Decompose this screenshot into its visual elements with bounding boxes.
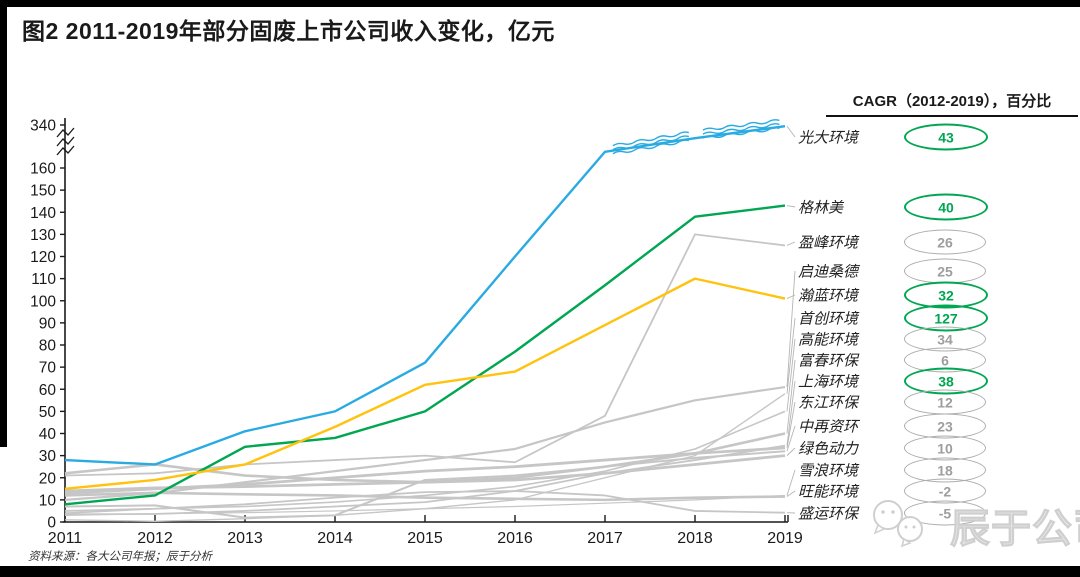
source-note: 资料来源：各大公司年报；辰于分析: [28, 551, 212, 563]
series-line-绿色动力: [64, 454, 786, 493]
label-connector-光大环境: [786, 125, 796, 138]
series-label-首创环境: 首创环境: [798, 311, 859, 328]
series-label-绿色动力: 绿色动力: [798, 441, 859, 458]
cagr-column-header: CAGR（2012-2019），百分比: [826, 90, 1078, 117]
line-break-wave: [702, 127, 780, 139]
x-tick-label: 2016: [497, 530, 533, 547]
series-label-启迪桑德: 启迪桑德: [798, 264, 859, 281]
label-connector-启迪桑德: [786, 270, 796, 388]
cagr-badge-光大环境: 43: [904, 123, 988, 151]
x-tick-label: 2018: [677, 530, 713, 547]
y-tick-label: 60: [39, 382, 57, 399]
label-connector-旺能环境: [786, 490, 796, 497]
series-label-盈峰环境: 盈峰环境: [798, 235, 859, 252]
series-label-高能环境: 高能环境: [798, 332, 859, 349]
y-tick-label: 90: [39, 315, 57, 332]
x-tick-label: 2011: [48, 530, 83, 547]
label-connector-首创环境: [786, 317, 796, 394]
line-break-wave: [612, 135, 690, 151]
y-tick-label: 130: [30, 227, 56, 244]
series-line-雪浪环境: [64, 494, 786, 516]
y-tick-label: 30: [39, 448, 57, 465]
series-line-中再资环: [64, 450, 786, 519]
cagr-badge-盈峰环境: 26: [904, 229, 986, 255]
series-line-瀚蓝环境: [64, 277, 786, 491]
y-tick-label: 40: [39, 426, 57, 443]
x-tick-label: 2015: [407, 530, 443, 547]
y-tick-label: 120: [30, 249, 56, 266]
label-connector-上海环境: [786, 380, 796, 446]
x-tick-label: 2014: [317, 530, 353, 547]
label-connector-雪浪环境: [786, 469, 796, 496]
label-connector-绿色动力: [786, 447, 796, 456]
x-tick-label: 2019: [767, 530, 803, 547]
axis-break-mark: [56, 145, 75, 156]
y-tick-label: 150: [30, 183, 56, 200]
series-label-富春环保: 富春环保: [798, 353, 859, 370]
line-break-wave: [702, 123, 780, 135]
label-connector-盈峰环境: [786, 241, 796, 246]
label-connector-中再资环: [786, 425, 796, 452]
series-line-启迪桑德: [64, 385, 786, 501]
line-break-wave: [702, 119, 780, 131]
y-tick-label: 160: [30, 161, 56, 178]
cagr-badge-东江环保: 12: [904, 389, 986, 415]
page-title: 图2 2011-2019年部分固废上市公司收入变化，亿元: [22, 18, 555, 44]
cagr-badge-启迪桑德: 25: [904, 258, 986, 284]
series-label-东江环保: 东江环保: [798, 395, 859, 412]
series-label-盛运环保: 盛运环保: [798, 506, 859, 523]
series-label-旺能环境: 旺能环境: [798, 484, 859, 501]
axis-break-mark: [56, 127, 75, 138]
series-line-盈峰环境: [64, 233, 786, 477]
series-label-瀚蓝环境: 瀚蓝环境: [798, 288, 859, 305]
label-connector-瀚蓝环境: [786, 294, 796, 299]
line-break-wave: [612, 139, 690, 155]
line-break-wave: [612, 131, 690, 147]
label-connector-富春环保: [786, 359, 796, 434]
y-tick-label: 10: [39, 492, 57, 509]
series-line-盛运环保: [64, 490, 786, 514]
label-connector-东江环保: [786, 401, 796, 448]
y-tick-label: 70: [39, 360, 57, 377]
top-border-bar: [0, 0, 1080, 7]
series-line-光大环境: [64, 125, 786, 466]
series-label-雪浪环境: 雪浪环境: [798, 463, 859, 480]
y-tick-label: 100: [30, 293, 56, 310]
y-tick-label: 80: [39, 338, 57, 355]
y-tick-label: 50: [39, 404, 57, 421]
y-tick-label: 140: [30, 205, 56, 222]
left-border-bar: [0, 0, 7, 447]
y-tick-label: 0: [47, 515, 56, 532]
series-label-格林美: 格林美: [798, 200, 844, 217]
axis-break-mark: [56, 136, 75, 147]
series-label-光大环境: 光大环境: [798, 130, 859, 147]
series-line-格林美: [64, 204, 786, 506]
label-connector-高能环境: [786, 338, 796, 412]
y-tick-label: 110: [31, 271, 56, 288]
label-connector-格林美: [786, 205, 796, 208]
x-tick-label: 2012: [137, 530, 173, 547]
series-label-中再资环: 中再资环: [798, 419, 859, 436]
bottom-border-bar: [0, 566, 1080, 577]
series-label-上海环境: 上海环境: [798, 374, 859, 391]
x-tick-label: 2013: [227, 530, 263, 547]
x-tick-label: 2017: [587, 530, 623, 547]
y-tick-label-340: 340: [30, 118, 56, 135]
series-line-旺能环境: [64, 491, 786, 502]
y-tick-label: 20: [39, 470, 57, 487]
cagr-badge-盛运环保: -5: [904, 500, 986, 526]
cagr-badge-格林美: 40: [904, 193, 988, 221]
